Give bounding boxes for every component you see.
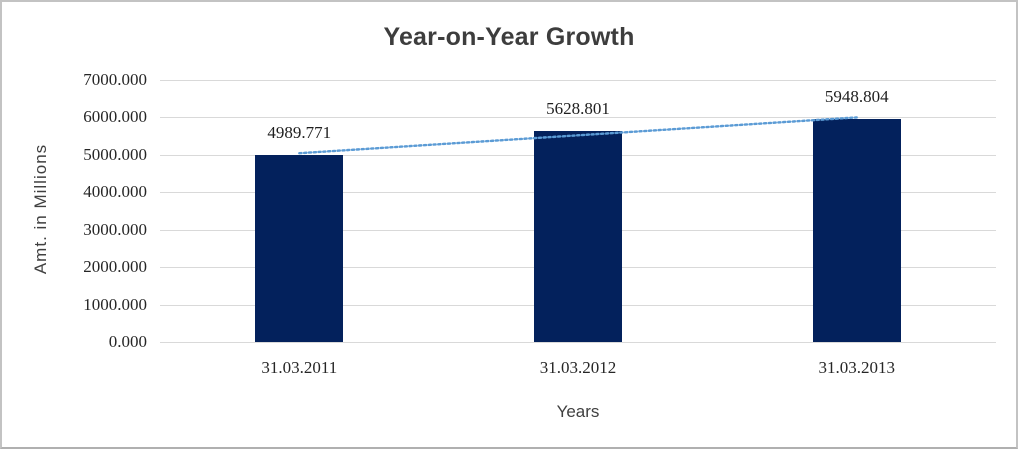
- y-axis-tick-label: 6000.000: [83, 107, 147, 127]
- y-axis-title: Amt. in Millions: [31, 143, 50, 275]
- y-axis-tick-label: 5000.000: [83, 144, 147, 164]
- y-axis-tick-label: 0.000: [108, 332, 147, 351]
- bar-31.03.2011: [255, 155, 344, 342]
- y-axis-tick-label: 2000.000: [83, 257, 147, 277]
- bar-value-label: 5628.801: [546, 99, 610, 119]
- x-axis-tick-label: 31.03.2012: [539, 358, 617, 377]
- chart-title: Year-on-Year Growth: [383, 23, 635, 51]
- y-axis-tick-label: 1000.000: [83, 294, 147, 314]
- y-axis-tick-label: 4000.000: [83, 182, 147, 202]
- gridline: [160, 80, 996, 81]
- y-axis-tick-label: 7000.000: [83, 70, 147, 89]
- bar-value-label: 5948.804: [824, 87, 889, 107]
- x-axis-tick-label: 31.03.2013: [818, 358, 895, 377]
- x-axis-title: Years: [556, 402, 600, 421]
- y-axis-tick-label: 3000.000: [83, 219, 147, 239]
- bar-31.03.2013: [812, 119, 901, 342]
- x-axis-tick-label: 31.03.2011: [261, 358, 338, 377]
- gridline: [160, 342, 996, 343]
- bar-value-label: 4989.771: [267, 123, 332, 143]
- bar-31.03.2012: [534, 131, 622, 342]
